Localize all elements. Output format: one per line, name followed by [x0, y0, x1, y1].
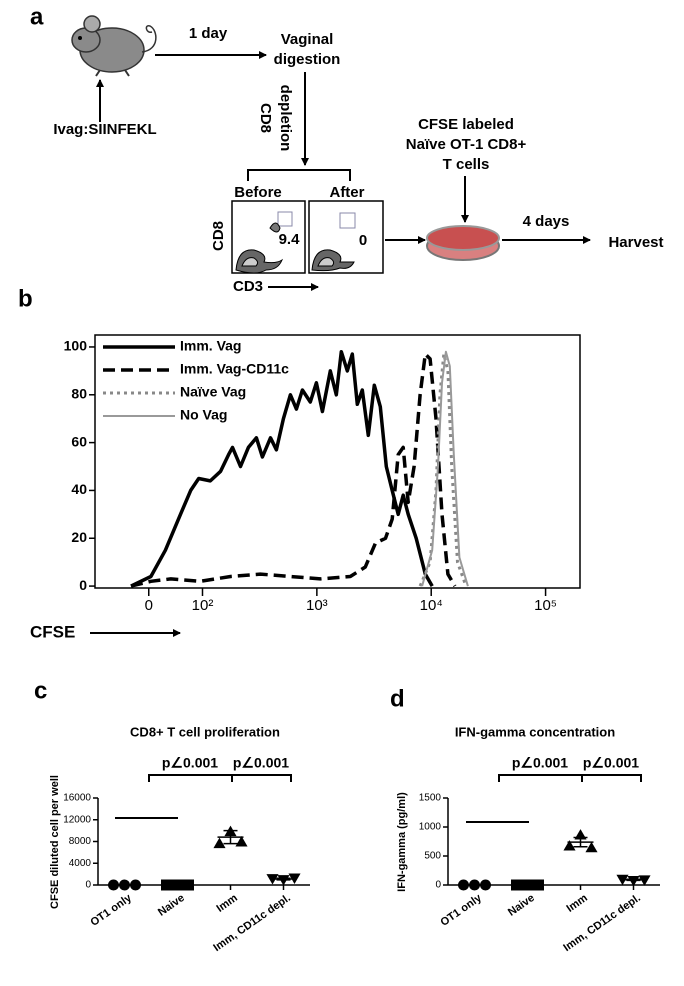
y-tick-label: 500: [424, 851, 441, 862]
gate-value: 0: [359, 232, 367, 249]
data-point: [266, 874, 279, 885]
x-tick-label: Imm: [564, 892, 590, 915]
legend-label: Naïve Vag: [180, 384, 246, 400]
data-point: [235, 835, 248, 847]
significance-label: p∠0.001: [512, 755, 568, 771]
x-tick-label: Naive: [156, 892, 187, 919]
data-point: [585, 841, 598, 853]
mouse-icon: [71, 15, 157, 77]
data-point: [183, 879, 194, 891]
x-tick-label: 10⁵: [534, 597, 557, 614]
x-tick-label: OT1 only: [88, 892, 134, 929]
data-point: [638, 875, 651, 886]
plot-frame: [94, 334, 581, 589]
y-tick-label: 0: [85, 880, 91, 891]
data-point: [616, 874, 629, 886]
data-point: [161, 879, 172, 891]
histogram-line: [421, 350, 469, 587]
data-point: [480, 879, 491, 891]
x-tick-label: 10³: [306, 597, 328, 614]
y-tick-label: 1000: [419, 822, 442, 833]
data-point: [511, 879, 522, 891]
cells-label: Naïve OT-1 CD8+: [406, 136, 527, 153]
data-point: [563, 840, 576, 851]
gate-label: Before: [234, 184, 282, 201]
flow-plot: [231, 200, 384, 274]
data-point: [533, 879, 544, 891]
significance-label: p∠0.001: [233, 755, 289, 771]
x-tick-label: 0: [145, 597, 153, 614]
data-point: [288, 873, 301, 884]
chart-title: CD8+ T cell proliferation: [130, 724, 280, 739]
significance-bracket: [115, 774, 642, 823]
data-point: [108, 879, 119, 891]
data-point: [627, 875, 640, 887]
panel-label: d: [390, 685, 405, 712]
x-tick-label: OT1 only: [438, 892, 484, 929]
x-tick-label: 10²: [192, 597, 214, 614]
data-point: [130, 879, 141, 891]
y-axis-label: IFN-gamma (pg/ml): [396, 792, 408, 892]
y-tick-label: 60: [71, 433, 87, 449]
step-label: 4 days: [523, 213, 570, 230]
x-tick-label: Naive: [506, 892, 537, 919]
cells-label: CFSE labeled: [418, 116, 514, 133]
stimulus-label: Ivag:SIINFEKL: [53, 121, 156, 138]
chart-title: IFN-gamma concentration: [455, 724, 615, 739]
y-tick-label: 4000: [69, 858, 92, 869]
legend-label: No Vag: [180, 407, 227, 423]
y-tick-label: 1500: [419, 793, 442, 804]
data-point: [277, 875, 290, 886]
step-label: digestion: [274, 51, 341, 68]
y-tick-label: 12000: [63, 814, 91, 825]
y-tick-label: 20: [71, 529, 87, 545]
y-axis-label: CFSE diluted cell per well: [49, 775, 61, 909]
y-tick-label: 100: [64, 338, 88, 354]
legend-label: Imm. Vag-CD11c: [180, 361, 289, 377]
panel-label: a: [30, 3, 44, 30]
histogram-line: [130, 349, 434, 588]
significance-label: p∠0.001: [162, 755, 218, 771]
gate-label: After: [329, 184, 364, 201]
histogram-line: [130, 352, 457, 588]
y-tick-label: 0: [79, 577, 87, 593]
x-axis-label: CFSE: [30, 622, 75, 641]
panel-label: b: [18, 285, 33, 312]
step-label: 1 day: [189, 25, 228, 42]
step-label: Vaginal: [281, 31, 334, 48]
data-point: [522, 879, 533, 891]
data-point: [213, 837, 226, 849]
axis-marker: CD3: [233, 278, 263, 295]
data-point: [224, 825, 237, 837]
legend-label: Imm. Vag: [180, 338, 241, 354]
result-label: Harvest: [608, 234, 663, 251]
cells-label: T cells: [443, 156, 490, 173]
data-point: [458, 879, 469, 891]
y-tick-label: 80: [71, 385, 87, 401]
x-tick-label: 10⁴: [420, 597, 443, 614]
data-point: [469, 879, 480, 891]
bracket: [247, 169, 351, 181]
y-tick-label: 40: [71, 481, 87, 497]
y-tick-label: 16000: [63, 793, 91, 804]
step-label: CD8: [257, 103, 274, 133]
y-tick-label: 0: [435, 880, 441, 891]
data-point: [119, 879, 130, 891]
culture-dish: [426, 225, 500, 261]
data-point: [172, 879, 183, 891]
axis-marker: CD8: [210, 221, 227, 251]
gate-value: 9.4: [279, 231, 301, 248]
x-tick-label: Imm: [214, 892, 240, 915]
y-tick-label: 8000: [69, 836, 92, 847]
significance-label: p∠0.001: [583, 755, 639, 771]
panel-label: c: [34, 677, 47, 704]
data-point: [574, 829, 587, 840]
step-label: depletion: [277, 85, 294, 152]
